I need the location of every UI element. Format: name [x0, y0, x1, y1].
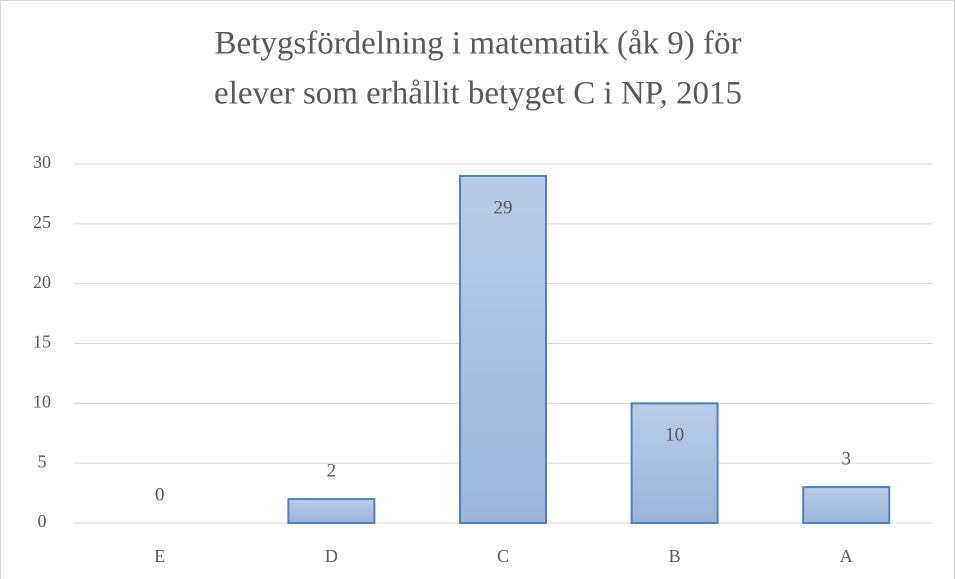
y-tick-label: 10 [33, 391, 51, 411]
x-tick-label: D [325, 546, 338, 566]
y-tick-label: 30 [33, 152, 51, 172]
y-tick-label: 5 [38, 451, 47, 471]
bar [459, 174, 547, 524]
data-label: 29 [494, 197, 513, 218]
chart-title: elever som erhållit betyget C i NP, 2015 [214, 76, 742, 112]
chart-title: Betygsfördelning i matematik (åk 9) för [215, 26, 742, 62]
data-label: 2 [327, 460, 337, 481]
y-tick-label: 0 [38, 511, 47, 531]
bar [802, 486, 891, 525]
data-label: 10 [665, 425, 684, 446]
y-tick-label: 25 [33, 212, 51, 232]
y-tick-label: 20 [33, 272, 51, 292]
y-tick-label: 15 [33, 332, 51, 352]
bar [287, 498, 376, 525]
x-tick-label: C [497, 546, 509, 566]
data-label: 3 [841, 448, 851, 469]
x-tick-label: B [669, 546, 681, 566]
x-tick-label: A [840, 546, 853, 566]
bar [630, 402, 719, 525]
data-label: 0 [155, 484, 165, 505]
x-tick-label: E [154, 546, 165, 566]
